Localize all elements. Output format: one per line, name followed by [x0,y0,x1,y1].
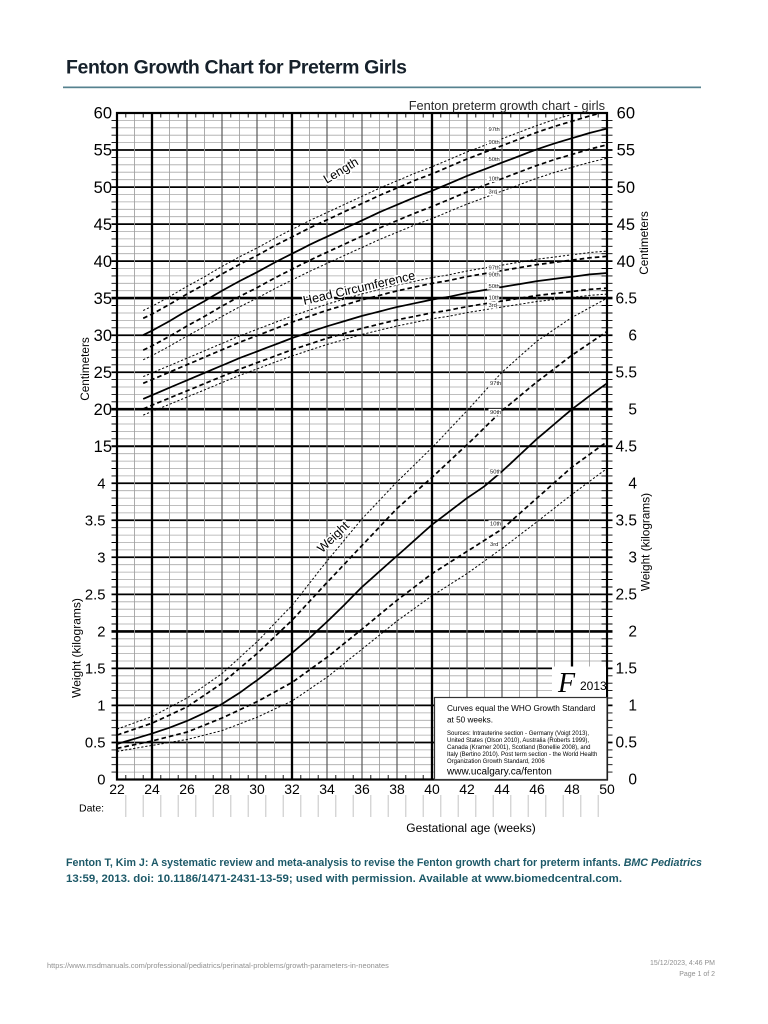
svg-text:0.5: 0.5 [615,735,637,752]
svg-text:90th: 90th [489,140,500,146]
svg-text:40: 40 [617,253,635,271]
svg-text:50th: 50th [490,470,501,476]
svg-text:1.5: 1.5 [85,662,106,678]
svg-text:Gestational age (weeks): Gestational age (weeks) [406,821,535,835]
svg-text:3.5: 3.5 [615,513,637,530]
svg-text:40: 40 [94,253,112,271]
svg-text:90th: 90th [490,410,501,416]
svg-text:Date:: Date: [79,803,104,815]
svg-text:at 50 weeks.: at 50 weeks. [447,716,493,725]
svg-text:15/12/2023, 4:46 PM: 15/12/2023, 4:46 PM [650,960,715,967]
svg-text:4.5: 4.5 [615,438,637,455]
svg-text:6: 6 [628,327,637,344]
svg-text:Organization Growth Standard,: Organization Growth Standard, 2006 [447,759,545,765]
svg-text:32: 32 [284,781,300,797]
svg-text:Sources: Intrauterine section: Sources: Intrauterine section - Germany … [447,731,589,737]
svg-text:Fenton T, Kim J: A systematic: Fenton T, Kim J: A systematic review and… [66,857,702,869]
svg-text:Centimeters: Centimeters [78,337,92,401]
svg-text:2.5: 2.5 [85,588,106,604]
svg-text:6.5: 6.5 [615,290,637,307]
svg-text:3rd: 3rd [490,542,498,548]
svg-text:22: 22 [109,781,125,797]
svg-text:Fenton preterm growth chart -: Fenton preterm growth chart - girls [409,98,605,113]
svg-text:45: 45 [617,216,635,234]
svg-text:44: 44 [494,781,510,797]
svg-text:60: 60 [617,105,635,123]
svg-text:50: 50 [94,179,112,197]
svg-text:38: 38 [389,781,405,797]
svg-text:2: 2 [628,624,637,641]
svg-text:3: 3 [628,550,637,567]
svg-text:97th: 97th [490,381,501,387]
svg-text:90th: 90th [489,273,500,279]
svg-text:60: 60 [94,105,112,123]
svg-text:25: 25 [94,364,112,382]
svg-text:4: 4 [628,476,637,493]
svg-text:1: 1 [97,699,105,715]
svg-text:50th: 50th [489,157,500,163]
svg-text:3rd: 3rd [489,303,497,309]
svg-text:97th: 97th [489,266,500,272]
svg-text:Fenton Growth Chart for Preter: Fenton Growth Chart for Preterm Girls [66,57,407,79]
svg-text:Page 1 of 2: Page 1 of 2 [679,971,715,978]
svg-text:10th: 10th [489,296,500,302]
svg-text:United States (Olson 2010), Au: United States (Olson 2010), Australia (R… [447,738,589,744]
svg-text:30: 30 [94,327,112,345]
svg-text:10th: 10th [489,177,500,183]
svg-text:0.5: 0.5 [85,736,106,752]
svg-text:28: 28 [214,781,230,797]
svg-text:1: 1 [628,698,637,715]
svg-text:1.5: 1.5 [615,661,637,678]
svg-text:4: 4 [97,477,105,493]
svg-text:45: 45 [94,216,112,234]
svg-text:F: F [557,668,576,699]
svg-text:0: 0 [97,773,105,789]
svg-text:Curves equal the WHO Growth St: Curves equal the WHO Growth Standard [447,704,596,713]
svg-text:Centimeters: Centimeters [637,211,651,275]
svg-text:https://www.msdmanuals.com/pro: https://www.msdmanuals.com/professional/… [47,961,389,970]
svg-text:Weight (kilograms): Weight (kilograms) [70,598,84,698]
svg-text:3: 3 [97,551,105,567]
svg-text:0: 0 [628,772,637,789]
svg-text:50: 50 [617,179,635,197]
svg-text:55: 55 [617,142,635,160]
svg-text:50th: 50th [489,284,500,290]
svg-text:42: 42 [459,781,475,797]
svg-text:Canada (Kramer 2001), Scotland: Canada (Kramer 2001), Scotland (Bonellie… [447,745,590,751]
svg-text:2: 2 [97,625,105,641]
svg-text:24: 24 [144,781,160,797]
svg-text:30: 30 [249,781,265,797]
svg-text:Italy (Bertino 2010). Post ter: Italy (Bertino 2010). Post term section … [447,752,597,758]
svg-text:97th: 97th [489,127,500,133]
svg-text:48: 48 [564,781,580,797]
svg-text:5.5: 5.5 [615,364,637,381]
svg-text:3.5: 3.5 [85,514,106,530]
svg-text:5: 5 [628,401,637,418]
svg-text:10th: 10th [490,522,501,528]
svg-text:3rd: 3rd [489,190,497,196]
svg-text:34: 34 [319,781,335,797]
svg-text:2013: 2013 [580,679,607,693]
svg-text:13:59, 2013. doi: 10.1186/1471: 13:59, 2013. doi: 10.1186/1471-2431-13-5… [66,873,622,885]
svg-text:15: 15 [94,438,112,456]
svg-text:40: 40 [424,781,440,797]
svg-text:2.5: 2.5 [615,587,637,604]
svg-text:20: 20 [94,401,112,419]
svg-text:35: 35 [94,290,112,308]
svg-text:www.ucalgary.ca/fenton: www.ucalgary.ca/fenton [446,767,552,778]
svg-text:46: 46 [529,781,545,797]
svg-text:26: 26 [179,781,195,797]
svg-text:50: 50 [599,781,615,797]
svg-text:36: 36 [354,781,370,797]
svg-text:55: 55 [94,142,112,160]
svg-text:Weight (kilograms): Weight (kilograms) [639,493,653,591]
